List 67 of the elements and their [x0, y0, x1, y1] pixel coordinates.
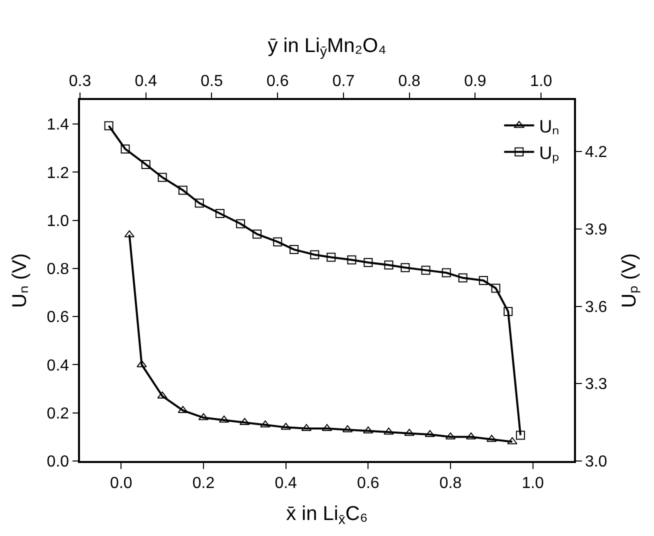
y-tick-label: 1.4	[46, 116, 70, 134]
point	[252, 230, 262, 239]
point	[400, 263, 410, 272]
x2-tick-label: 1.0	[530, 72, 552, 90]
point	[326, 252, 336, 262]
y-tick-label: 1.0	[46, 212, 70, 230]
x2-tick-label: 0.8	[398, 72, 421, 90]
point	[120, 144, 130, 154]
y2-tick-label: 3.3	[584, 376, 608, 394]
legend-label: Uₚ	[539, 142, 560, 164]
point	[384, 260, 394, 270]
point	[504, 306, 513, 316]
point	[310, 250, 320, 260]
x-tick-label: 0.2	[192, 474, 215, 492]
point	[404, 428, 414, 436]
x-tick-label: 0.4	[274, 474, 298, 492]
point	[240, 418, 250, 425]
point	[158, 172, 167, 182]
point	[347, 255, 356, 264]
y2-tick-label: 3.6	[584, 298, 608, 316]
x2-tick-label: 0.6	[266, 72, 289, 90]
y2-tick-label: 3.0	[584, 454, 608, 471]
point	[507, 437, 518, 444]
y-tick-label: 0.0	[46, 454, 70, 471]
point	[290, 245, 299, 254]
point	[442, 268, 451, 278]
x-tick-label: 0.8	[439, 474, 462, 492]
y2-tick-label: 4.2	[584, 144, 608, 162]
x2-tick-label: 0.7	[332, 72, 355, 90]
x2-tick-label: 0.4	[134, 72, 158, 90]
y-tick-label: 0.8	[46, 261, 70, 278]
x2-tick-label: 0.3	[68, 72, 92, 90]
point	[136, 360, 147, 368]
point	[273, 237, 282, 246]
point	[421, 266, 430, 275]
y-tick-label: 0.2	[46, 405, 70, 422]
point	[260, 420, 270, 428]
x2-tick-label: 0.5	[200, 72, 223, 90]
x2-axis-title: ȳ in Li$_{ȳ}$Mn₂O₄	[268, 34, 386, 60]
legend-label: Uₙ	[539, 116, 560, 136]
point	[486, 434, 497, 442]
y-tick-label: 0.4	[46, 357, 70, 374]
point	[364, 258, 373, 267]
x-tick-label: 0.6	[357, 474, 380, 492]
x-tick-label: 0.0	[110, 474, 132, 492]
x-tick-label: 1.0	[522, 474, 544, 492]
point	[478, 276, 488, 285]
y-tick-label: 0.6	[46, 309, 70, 326]
point	[215, 208, 224, 218]
point	[141, 160, 150, 169]
point	[384, 428, 394, 435]
point	[236, 219, 246, 228]
x-axis-title: x̄ in Li$_{x̄}$C₆	[286, 502, 368, 528]
x2-tick-label: 0.9	[464, 72, 486, 90]
point	[178, 186, 188, 195]
y2-axis-title: Uₚ (V)	[618, 253, 640, 308]
point	[491, 284, 500, 293]
y2-tick-label: 3.9	[584, 222, 608, 239]
point	[280, 422, 291, 430]
point	[458, 273, 468, 282]
point	[516, 430, 525, 440]
point	[104, 121, 114, 130]
point	[194, 198, 204, 208]
point	[157, 392, 168, 399]
y-tick-label: 1.2	[46, 164, 70, 182]
y-axis-title: Uₙ (V)	[8, 253, 31, 308]
point	[363, 426, 374, 434]
